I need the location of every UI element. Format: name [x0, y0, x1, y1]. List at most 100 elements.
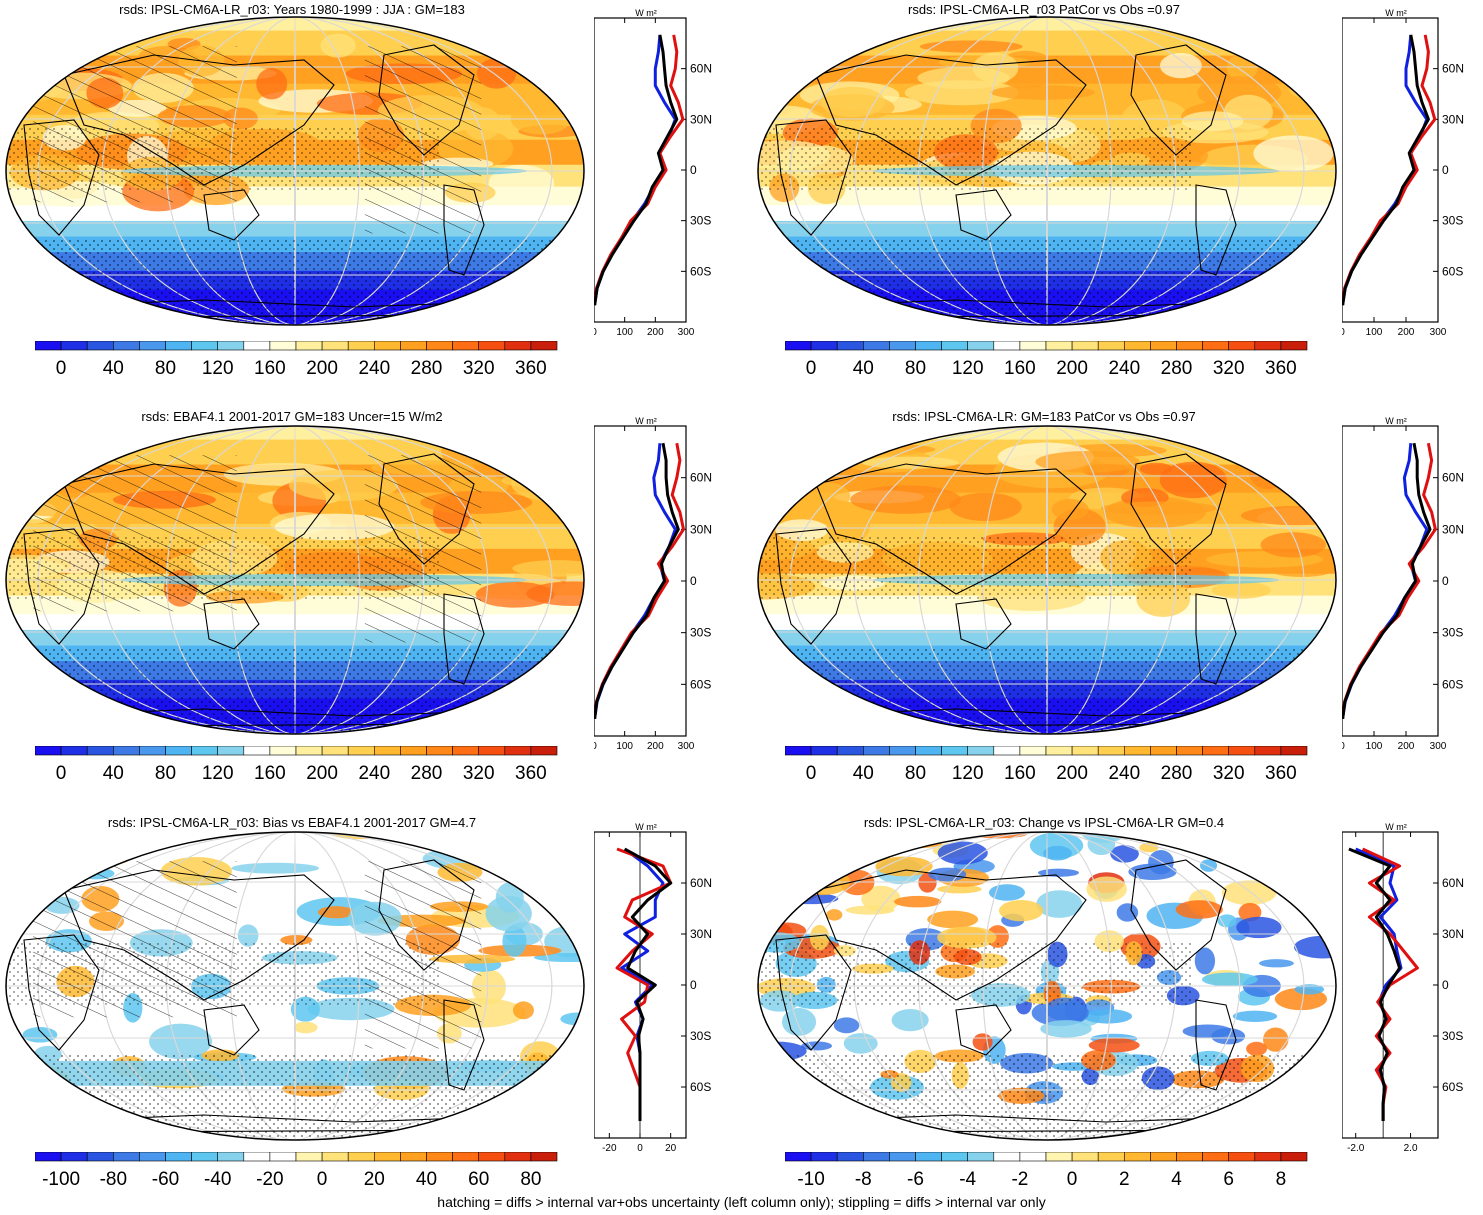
- profile-xtick-label: 200: [647, 327, 664, 338]
- colorbar-label: 200: [306, 358, 338, 379]
- field-blob: [1051, 498, 1089, 520]
- colorbar-swatch: [139, 1152, 166, 1162]
- profile-xtick-label: 200: [1398, 741, 1415, 752]
- profile-xtick-label: 20: [665, 1143, 677, 1154]
- field-blob: [1236, 916, 1282, 939]
- colorbar-swatch: [1123, 341, 1151, 351]
- colorbar-swatch: [217, 1152, 245, 1162]
- colorbar-swatch: [113, 341, 140, 351]
- colorbar-label: 320: [1213, 358, 1245, 379]
- stipple-area: [6, 1054, 584, 1140]
- map-plot: [757, 831, 1337, 1141]
- profile-xtick-label: 2.0: [1404, 1143, 1418, 1154]
- field-blob: [1305, 878, 1336, 893]
- colorbar-label: 360: [515, 763, 547, 784]
- panel-title: rsds: IPSL-CM6A-LR_r03: Bias vs EBAF4.1 …: [107, 815, 477, 830]
- panel-title: rsds: IPSL-CM6A-LR_r03 PatCor vs Obs =0.…: [907, 2, 1181, 17]
- profile-xtick-label: 100: [1366, 741, 1383, 752]
- profile-ytick-label: 60N: [1442, 876, 1464, 890]
- colorbar-swatch: [504, 746, 532, 756]
- colorbar-swatch: [941, 1152, 969, 1162]
- zonal-profile: W m² 60N 30N 0 30S 60S 0 100 200 300: [594, 8, 712, 338]
- colorbar-swatch: [321, 746, 349, 756]
- colorbar-swatch: [810, 1152, 838, 1162]
- colorbar-swatch: [785, 746, 812, 756]
- colorbar-swatch: [1254, 746, 1282, 756]
- field-blob: [1260, 532, 1326, 558]
- field-blob: [949, 492, 1022, 522]
- profile-ytick-label: 30N: [1442, 522, 1464, 536]
- field-blob: [1116, 903, 1139, 922]
- stipple-area: [6, 648, 584, 734]
- colorbar-label: 60: [468, 1169, 489, 1190]
- colorbar-swatch: [217, 746, 245, 756]
- field-blob: [495, 839, 582, 853]
- colorbar-swatch: [243, 341, 271, 351]
- colorbar-label: 80: [905, 358, 926, 379]
- field-blob: [1320, 890, 1336, 903]
- field-blob: [231, 862, 319, 874]
- field-blob: [809, 1085, 829, 1111]
- colorbar-swatch: [836, 341, 864, 351]
- colorbar-swatch: [1280, 746, 1308, 756]
- stipple-area: [6, 239, 584, 325]
- field-blob: [485, 895, 532, 932]
- profile-ytick-label: 30N: [1442, 112, 1464, 126]
- field-blob: [1201, 972, 1258, 987]
- field-blob: [1275, 1074, 1327, 1103]
- field-blob: [1100, 501, 1218, 516]
- field-blob: [23, 866, 78, 881]
- zonal-profile: W m² 60N 30N 0 30S 60S 0 100 200 300: [594, 416, 712, 752]
- field-blob: [850, 485, 962, 514]
- profile-series-model: [1348, 847, 1402, 1121]
- field-blob: [893, 895, 942, 908]
- field-blob: [758, 906, 781, 924]
- field-blob: [237, 924, 259, 947]
- colorbar-swatch: [165, 1152, 192, 1162]
- profile-ytick-label: 30S: [690, 1029, 711, 1043]
- colorbar-label: 20: [364, 1169, 385, 1190]
- colorbar-swatch: [889, 341, 916, 351]
- profile-ytick-label: 60N: [690, 471, 712, 485]
- colorbar-swatch: [400, 1152, 427, 1162]
- colorbar: -100-80-60-40-20020406080100: [35, 1152, 558, 1190]
- colorbar-label: 280: [1161, 358, 1193, 379]
- profile-xtick-label: 300: [1430, 327, 1447, 338]
- field-blob: [494, 436, 540, 473]
- field-blob: [476, 58, 517, 89]
- field-blob: [775, 519, 828, 541]
- field-blob: [891, 1008, 929, 1032]
- colorbar-swatch: [810, 746, 838, 756]
- colorbar-label: 80: [905, 763, 926, 784]
- colorbar-swatch: [86, 1152, 114, 1162]
- profile-xtick-label: 200: [647, 741, 664, 752]
- profile-ytick-label: 60N: [690, 876, 712, 890]
- colorbar-swatch: [478, 746, 506, 756]
- colorbar-swatch: [993, 746, 1021, 756]
- field-blob: [872, 832, 901, 846]
- colorbar: -10-8-6-4-20246810: [785, 1152, 1308, 1190]
- colorbar-swatch: [967, 341, 995, 351]
- colorbar-swatch: [504, 341, 532, 351]
- field-blob: [1087, 833, 1116, 856]
- colorbar-label: 160: [254, 763, 286, 784]
- panel-title: rsds: IPSL-CM6A-LR_r03: Change vs IPSL-C…: [863, 815, 1225, 830]
- colorbar: 04080120160200240280320360400: [35, 341, 558, 379]
- colorbar-swatch: [373, 1152, 401, 1162]
- field-blob: [1037, 868, 1079, 877]
- colorbar-label: -2: [1011, 1169, 1028, 1190]
- colorbar-swatch: [993, 341, 1021, 351]
- profile-xtick-label: 100: [616, 741, 633, 752]
- colorbar-swatch: [785, 341, 812, 351]
- field-blob: [1211, 581, 1271, 599]
- colorbar-swatch: [86, 746, 114, 756]
- colorbar-swatch: [269, 746, 297, 756]
- coastline: [1130, 453, 1227, 565]
- colorbar-label: 40: [416, 1169, 437, 1190]
- colorbar-swatch: [889, 746, 916, 756]
- profile-ytick-label: 30N: [690, 927, 712, 941]
- colorbar-swatch: [347, 341, 375, 351]
- field-blob: [928, 867, 967, 882]
- profile-xtick-label: -2.0: [1347, 1143, 1365, 1154]
- colorbar-label: 240: [1108, 763, 1140, 784]
